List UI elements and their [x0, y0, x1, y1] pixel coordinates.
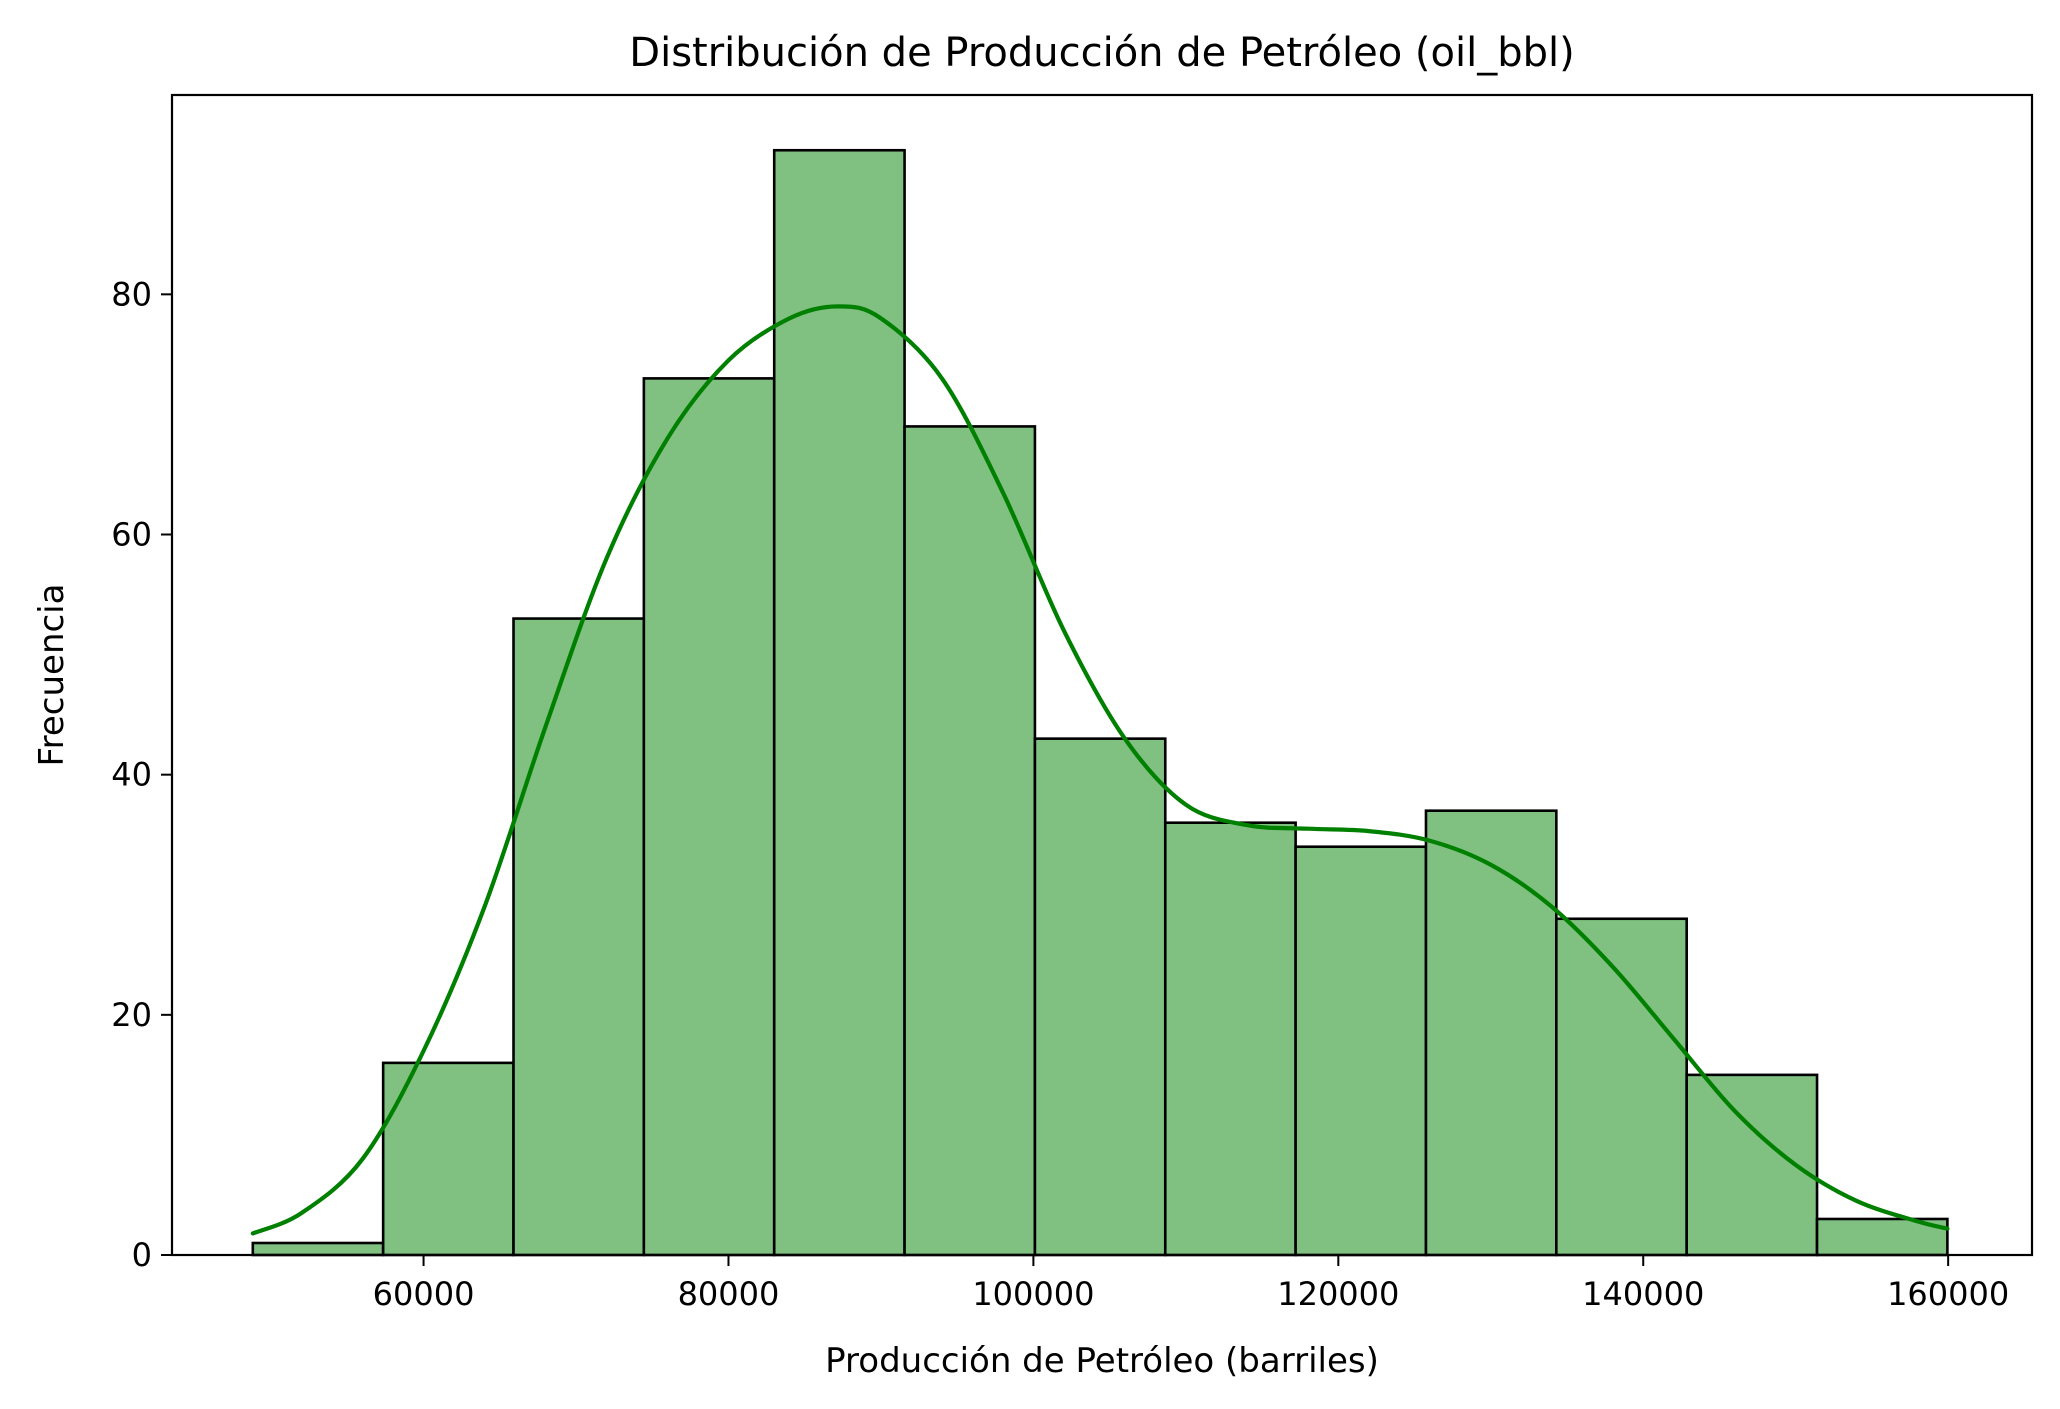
x-tick-label: 140000: [1582, 1275, 1704, 1313]
y-tick-label: 60: [111, 516, 152, 554]
chart-title: Distribución de Producción de Petróleo (…: [629, 30, 1574, 76]
x-tick-label: 80000: [678, 1275, 780, 1313]
x-axis-ticks: 60000 80000 100000 120000 140000 160000: [373, 1255, 2009, 1313]
x-tick-label: 160000: [1887, 1275, 2009, 1313]
y-tick-label: 20: [111, 996, 152, 1034]
y-tick-label: 80: [111, 275, 152, 313]
kde-line: [250, 304, 1950, 1236]
histogram-bar-8: [1163, 821, 1297, 1257]
histogram-bar-10: [1424, 809, 1558, 1257]
kde-group: [250, 304, 1950, 1236]
histogram-bar-11: [1555, 917, 1688, 1257]
plot-frame: [170, 93, 2034, 1257]
bars-group: [251, 148, 1949, 1257]
x-tick-label: 120000: [1277, 1275, 1399, 1313]
y-axis-label: Frecuencia: [32, 584, 72, 767]
histogram-bar-1: [251, 1241, 385, 1257]
x-tick-label: 100000: [972, 1275, 1094, 1313]
histogram-bar-5: [772, 148, 906, 1257]
x-axis-label: Producción de Petróleo (barriles): [825, 1341, 1379, 1381]
histogram-bar-6: [903, 425, 1037, 1257]
histogram-bar-3: [512, 617, 646, 1257]
histogram-bar-9: [1294, 845, 1428, 1257]
histogram-bar-2: [381, 1061, 515, 1257]
y-axis-ticks: 0 20 40 60 80: [111, 275, 172, 1274]
histogram-bar-7: [1033, 737, 1167, 1257]
histogram-bar-4: [642, 377, 776, 1257]
x-tick-label: 60000: [373, 1275, 475, 1313]
y-tick-label: 0: [132, 1236, 152, 1274]
y-tick-label: 40: [111, 756, 152, 794]
